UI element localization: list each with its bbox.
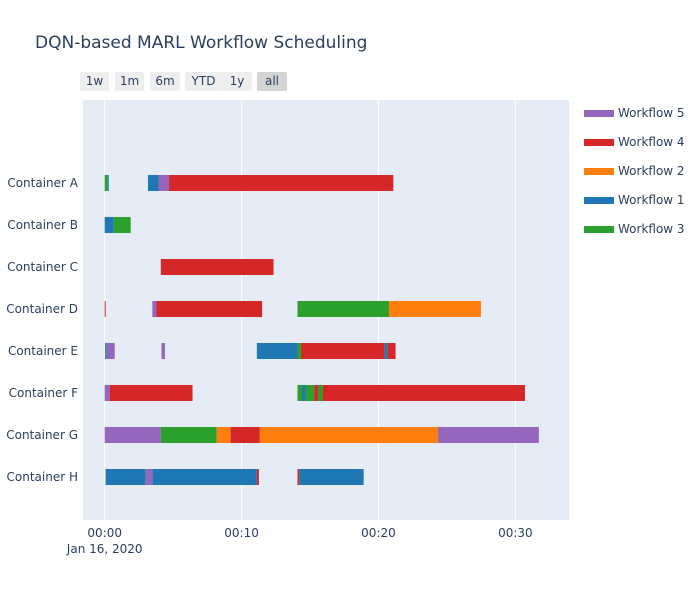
range-button-6m[interactable]: 6m — [150, 72, 180, 91]
gantt-bar — [297, 343, 301, 359]
gantt-bar — [305, 385, 315, 401]
gantt-bar — [299, 469, 364, 485]
chart-title: DQN-based MARL Workflow Scheduling — [35, 33, 368, 53]
legend-item-workflow-4[interactable]: Workflow 4 — [582, 133, 692, 153]
gantt-bar — [160, 427, 217, 443]
gantt-bar — [230, 427, 260, 443]
gantt-bar — [105, 343, 107, 359]
gantt-bar — [104, 427, 161, 443]
legend-label: Workflow 1 — [618, 193, 685, 207]
y-category-label: Container B — [7, 218, 78, 232]
gantt-bar — [104, 175, 108, 191]
gantt-bar — [216, 427, 231, 443]
gantt-bar — [145, 469, 153, 485]
legend-item-workflow-2[interactable]: Workflow 2 — [582, 162, 692, 182]
legend-swatch — [584, 168, 614, 175]
gantt-bar — [160, 259, 274, 275]
y-category-label: Container D — [6, 302, 78, 316]
gantt-bar — [297, 385, 303, 401]
gantt-bar — [104, 217, 114, 233]
y-category-label: Container A — [7, 176, 78, 190]
y-category-label: Container H — [7, 470, 78, 484]
gantt-bar — [302, 385, 306, 401]
gantt-bar — [169, 175, 394, 191]
gantt-bar — [109, 385, 193, 401]
x-tick-label: 00:10 — [224, 526, 259, 540]
gantt-bar — [152, 469, 257, 485]
gantt-bar — [387, 343, 396, 359]
x-tick-label: 00:20 — [361, 526, 396, 540]
legend-label: Workflow 4 — [618, 135, 685, 149]
gantt-bar — [300, 343, 385, 359]
gantt-bar — [438, 427, 539, 443]
gantt-bar — [256, 469, 259, 485]
legend-item-workflow-5[interactable]: Workflow 5 — [582, 104, 692, 124]
legend-label: Workflow 3 — [618, 222, 685, 236]
range-button-all[interactable]: all — [257, 72, 287, 91]
gantt-bar — [259, 427, 439, 443]
range-button-1y[interactable]: 1y — [222, 72, 252, 91]
gantt-bar — [388, 301, 481, 317]
gantt-bar — [107, 175, 109, 191]
x-tick-sublabel: Jan 16, 2020 — [66, 542, 143, 556]
gantt-bar — [104, 385, 110, 401]
gantt-bar — [314, 385, 319, 401]
legend-swatch — [584, 226, 614, 233]
legend-label: Workflow 5 — [618, 106, 685, 120]
gantt-bar — [113, 217, 131, 233]
y-category-label: Container C — [7, 260, 78, 274]
gantt-bar — [384, 343, 388, 359]
legend-swatch — [584, 197, 614, 204]
legend-item-workflow-1[interactable]: Workflow 1 — [582, 191, 692, 211]
gantt-bar — [297, 469, 300, 485]
legend-label: Workflow 2 — [618, 164, 685, 178]
gantt-bar — [106, 343, 115, 359]
x-tick-label: 00:00 — [87, 526, 122, 540]
gantt-bar — [105, 469, 146, 485]
y-category-label: Container E — [8, 344, 78, 358]
gantt-bar — [148, 175, 159, 191]
gantt-bar — [322, 385, 525, 401]
legend-swatch — [584, 139, 614, 146]
gantt-bar — [156, 301, 263, 317]
range-button-ytd[interactable]: YTD — [185, 72, 222, 91]
x-tick-label: 00:30 — [498, 526, 533, 540]
gantt-bar — [158, 175, 170, 191]
legend-swatch — [584, 110, 614, 117]
gantt-bar — [161, 343, 165, 359]
range-button-1w[interactable]: 1w — [80, 72, 109, 91]
gantt-bar — [104, 301, 106, 317]
gantt-bar — [152, 301, 157, 317]
gantt-bar — [297, 301, 389, 317]
gantt-bar — [318, 385, 323, 401]
range-button-1m[interactable]: 1m — [115, 72, 144, 91]
y-category-label: Container F — [9, 386, 78, 400]
gantt-bar — [256, 343, 298, 359]
legend-item-workflow-3[interactable]: Workflow 3 — [582, 220, 692, 240]
y-category-label: Container G — [6, 428, 78, 442]
